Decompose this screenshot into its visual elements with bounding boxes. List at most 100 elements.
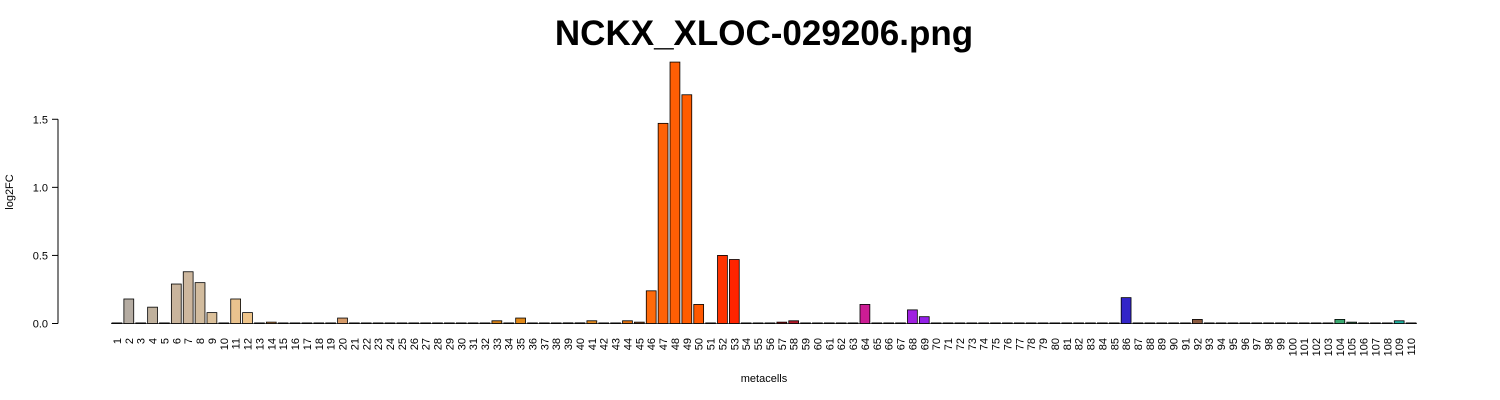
bar-22 <box>360 322 372 324</box>
bar-94 <box>1215 322 1227 324</box>
bar-14 <box>265 321 277 324</box>
x-tick-label: 28 <box>433 338 445 350</box>
x-tick-label: 4 <box>148 338 160 344</box>
x-tick-label: 56 <box>765 338 777 350</box>
x-tick-label: 91 <box>1180 338 1192 350</box>
y-axis-label: log2FC <box>4 174 16 210</box>
bar-11 <box>230 298 241 324</box>
bar-50 <box>693 304 705 324</box>
x-tick-label: 11 <box>231 338 243 349</box>
bar-47 <box>657 122 669 324</box>
x-axis-label: metacells <box>741 373 788 385</box>
y-axis: 0.0 0.5 1.0 1.5 <box>33 114 59 331</box>
bar-32 <box>479 322 491 324</box>
x-tick-label: 105 <box>1347 338 1359 356</box>
bar-76 <box>1002 322 1013 324</box>
x-tick-label: 107 <box>1370 338 1382 356</box>
x-tick-label: 64 <box>860 338 872 350</box>
bar-62 <box>835 322 847 324</box>
bar-87 <box>1132 322 1144 324</box>
bar-59 <box>800 322 811 324</box>
x-tick-label: 63 <box>848 338 860 350</box>
bar-4 <box>147 306 158 324</box>
bar-93 <box>1203 322 1215 324</box>
x-tick-label: 102 <box>1311 338 1323 356</box>
x-tick-label: 39 <box>563 338 575 350</box>
x-tick-label: 8 <box>195 338 207 344</box>
bar-24 <box>384 322 396 324</box>
x-tick-label: 59 <box>801 338 813 350</box>
x-tick-label: 51 <box>706 338 718 350</box>
x-tick-label: 5 <box>159 338 171 344</box>
bar-106 <box>1358 322 1369 324</box>
x-tick-label: 42 <box>599 338 611 350</box>
x-tick-label: 41 <box>587 338 599 350</box>
bar-78 <box>1025 322 1037 324</box>
x-tick-label: 26 <box>409 338 421 350</box>
x-tick-label: 49 <box>682 338 694 350</box>
bar-74 <box>978 322 989 324</box>
x-tick-label: 7 <box>183 338 195 344</box>
x-tick-label: 1 <box>112 338 124 344</box>
x-tick-label: 18 <box>314 338 326 350</box>
bar-49 <box>681 94 693 324</box>
bar-29 <box>444 322 455 324</box>
x-tick-label: 65 <box>872 338 884 350</box>
bar-79 <box>1037 322 1049 324</box>
x-tick-label: 76 <box>1002 338 1014 350</box>
bar-105 <box>1346 321 1358 324</box>
bar-68 <box>907 309 918 324</box>
y-tick-label: 1.0 <box>33 182 48 194</box>
bar-33 <box>491 320 503 324</box>
x-tick-label: 99 <box>1275 338 1287 350</box>
bar-39 <box>562 322 574 324</box>
bar-109 <box>1393 320 1405 324</box>
x-tick-label: 23 <box>373 338 385 350</box>
x-tick-label: 17 <box>302 338 314 350</box>
x-tick-label: 15 <box>278 338 290 350</box>
bar-26 <box>408 322 420 324</box>
x-tick-label: 69 <box>919 338 931 350</box>
x-tick-label: 14 <box>266 338 278 350</box>
bar-34 <box>503 322 515 324</box>
bar-3 <box>135 322 147 324</box>
bar-10 <box>218 322 230 324</box>
x-tick-label: 77 <box>1014 338 1026 350</box>
bar-73 <box>966 322 978 324</box>
x-tick-label: 90 <box>1169 338 1181 350</box>
bar-16 <box>289 322 301 324</box>
y-tick-label: 1.5 <box>33 114 48 126</box>
bar-41 <box>586 320 598 324</box>
bar-107 <box>1370 322 1381 324</box>
x-tick-label: 71 <box>943 338 955 350</box>
x-tick-label: 61 <box>824 338 836 350</box>
bar-90 <box>1168 322 1179 324</box>
x-tick-label: 20 <box>338 338 350 350</box>
x-tick-label: 72 <box>955 338 967 350</box>
x-tick-label: 96 <box>1240 338 1252 350</box>
x-tick-label: 73 <box>967 338 979 350</box>
bar-46 <box>645 290 657 324</box>
x-tick-label: 30 <box>456 338 468 350</box>
bar-27 <box>420 322 431 324</box>
bar-7 <box>182 271 194 324</box>
x-tick-label: 21 <box>349 338 361 350</box>
bar-18 <box>313 322 325 324</box>
x-tick-label: 2 <box>124 338 136 344</box>
x-tick-label: 88 <box>1145 338 1157 350</box>
x-tick-label: 108 <box>1382 338 1394 356</box>
x-tick-label: 27 <box>421 338 433 350</box>
bar-38 <box>550 322 562 324</box>
x-tick-label: 6 <box>171 338 183 344</box>
x-tick-label: 85 <box>1109 338 1121 350</box>
bar-55 <box>752 322 764 324</box>
bar-63 <box>847 322 859 324</box>
bar-48 <box>669 61 681 324</box>
bar-97 <box>1251 322 1263 324</box>
x-axis-tick-labels: 1 2 3 4 5 6 7 8 9 10 11 12 13 14 15 16 17 18 19 20 21 22 23 24 2… <box>112 338 1418 356</box>
bar-82 <box>1073 322 1084 324</box>
x-tick-label: 67 <box>896 338 908 350</box>
bar-58 <box>788 320 800 324</box>
x-tick-label: 32 <box>480 338 492 350</box>
x-tick-label: 70 <box>931 338 943 350</box>
